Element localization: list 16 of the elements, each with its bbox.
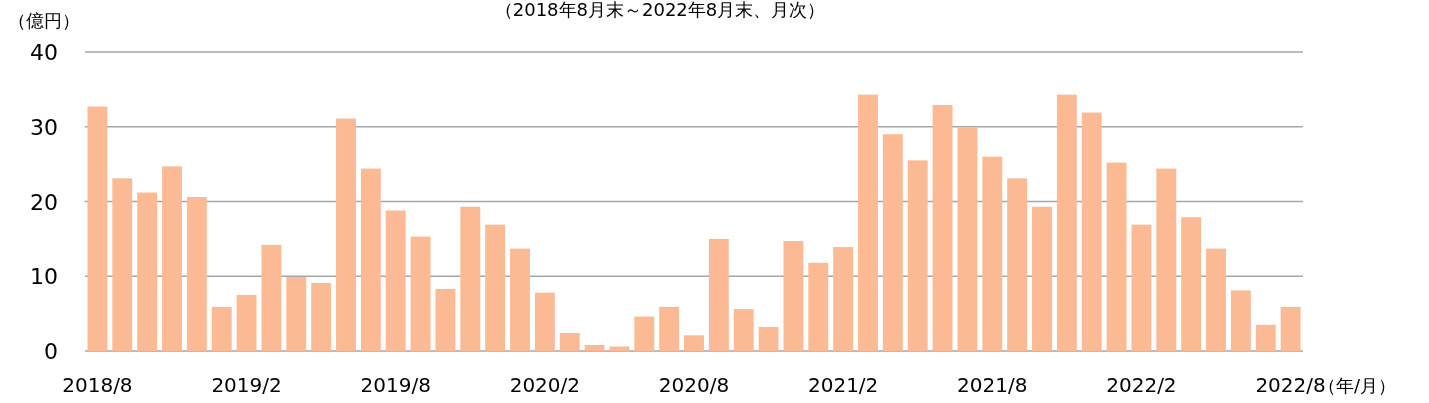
x-tick-label: 2019/2 bbox=[211, 373, 282, 397]
y-tick-label: 30 bbox=[30, 114, 58, 140]
x-tick-label: 2018/8 bbox=[62, 373, 133, 397]
x-tick-label: 2021/2 bbox=[807, 373, 879, 397]
y-tick-label: 20 bbox=[30, 189, 58, 215]
y-tick-label: 0 bbox=[44, 339, 58, 364]
x-tick-label: 2020/8 bbox=[658, 373, 730, 397]
y-axis-title: （億円） bbox=[8, 10, 80, 31]
x-tick-label: 2022/2 bbox=[1106, 373, 1177, 397]
y-tick-label: 10 bbox=[30, 264, 58, 290]
x-tick-label: 2020/2 bbox=[509, 373, 581, 397]
x-tick-label: 2019/8 bbox=[360, 373, 431, 397]
chart-title: （2018年8月末～2022年8月末、月次） bbox=[494, 0, 826, 20]
x-tick-label: 2022/8 bbox=[1255, 373, 1326, 397]
x-tick-label: 2021/8 bbox=[957, 373, 1028, 397]
y-tick-label: 40 bbox=[30, 40, 58, 65]
